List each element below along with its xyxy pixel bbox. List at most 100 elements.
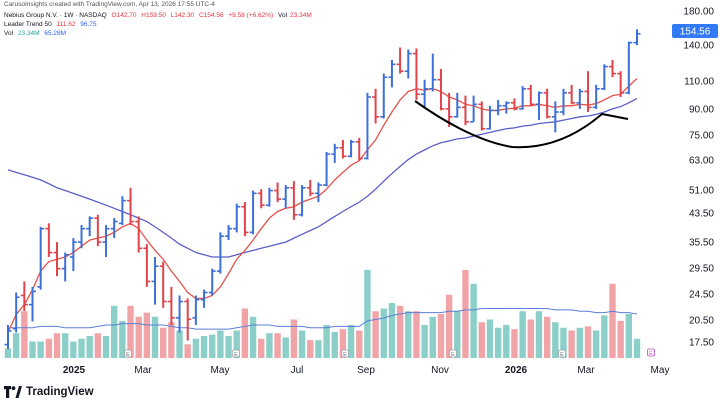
price-tick-label: 17.50 <box>689 338 714 349</box>
earnings-marker[interactable] <box>558 349 566 358</box>
volume-bar <box>143 312 151 358</box>
volume-bar <box>78 338 85 358</box>
ohlc-bar <box>355 137 363 161</box>
volume-bar <box>323 325 330 358</box>
volume-bar <box>217 330 224 358</box>
last-price-badge[interactable] <box>672 24 718 38</box>
volume-bar <box>168 322 175 358</box>
volume-bar <box>119 320 126 358</box>
volume-bar <box>225 336 232 358</box>
ohlc-bar <box>4 324 12 349</box>
volume-bar <box>315 340 322 358</box>
volume-bar <box>576 327 584 358</box>
volume-bar <box>282 337 289 358</box>
ohlc-bar <box>135 216 143 253</box>
tradingview-logo[interactable]: TradingView <box>4 386 94 398</box>
ohlc-bar <box>159 261 167 308</box>
leader-trend-legend[interactable]: Leader Trend 50 111.62 96.75 <box>4 21 100 28</box>
time-axis[interactable]: 2025 Mar May Jul Sep Nov 2026 Mar May <box>63 365 670 376</box>
volume-bar <box>364 270 371 358</box>
ohlc-bar <box>535 91 543 121</box>
time-tick-label: May <box>211 365 230 376</box>
volume-legend[interactable]: Vol 23.34M 65.28M <box>4 30 69 37</box>
volume-bar <box>388 303 396 358</box>
ohlc-bar <box>486 105 494 130</box>
volume-moving-average <box>8 308 638 330</box>
ohlc-bar <box>241 202 249 237</box>
ohlc-bar <box>233 203 241 233</box>
price-tick-label: 29.50 <box>689 264 714 275</box>
leader-trend-label: Leader Trend 50 <box>4 21 52 28</box>
ohlc-bar <box>527 84 535 106</box>
price-bars <box>4 29 641 349</box>
symbol-legend[interactable]: Nebius Group N.V. · 1W · NASDAQ O142.70 … <box>4 12 315 19</box>
price-tick-label: 43.50 <box>689 209 714 220</box>
ohlc-bar <box>225 225 233 241</box>
volume-bar <box>543 316 551 358</box>
ohlc-bar <box>143 244 151 287</box>
volume-bar <box>70 341 77 358</box>
earnings-marker[interactable] <box>232 349 240 358</box>
close-value: C154.56 <box>198 12 224 19</box>
volume-bar <box>535 311 543 358</box>
price-tick-label: 63.00 <box>689 156 714 167</box>
ohlc-bar <box>208 268 216 296</box>
volume-bar <box>421 325 428 358</box>
time-tick-label: Mar <box>577 365 595 376</box>
volume-current-value: 23.34M <box>17 30 40 37</box>
ohlc-bar <box>184 298 192 341</box>
ohlc-bar <box>69 238 77 272</box>
ohlc-bar <box>437 68 445 111</box>
volume-bar <box>135 316 142 358</box>
volume-bar <box>617 320 624 358</box>
volume-bar <box>241 308 249 358</box>
volume-bar <box>372 311 379 358</box>
volume-bar <box>37 341 44 358</box>
moving-average-lines <box>7 78 638 333</box>
volume-bars <box>4 270 641 358</box>
ohlc-bar <box>584 71 592 112</box>
earnings-marker[interactable] <box>341 349 349 358</box>
price-tick-label: 90.00 <box>689 105 714 116</box>
volume-bar <box>454 311 461 358</box>
earnings-marker-label: E <box>451 352 455 358</box>
volume-bar <box>413 311 420 358</box>
volume-bar <box>274 333 281 358</box>
price-tick-label: 140.00 <box>683 41 714 52</box>
change-value: +9.58 (+6.62%) <box>228 12 274 19</box>
upcoming-earnings-marker[interactable] <box>647 348 655 357</box>
ohlc-bar <box>339 139 347 159</box>
ohlc-bar <box>216 232 224 274</box>
volume-bar <box>192 338 200 358</box>
volume-bar <box>568 330 575 358</box>
ohlc-bar <box>388 59 396 88</box>
ohlc-bar <box>453 92 461 118</box>
low-value: L142.30 <box>170 12 195 19</box>
symbol-name: Nebius Group N.V. · 1W · NASDAQ <box>4 12 107 19</box>
volume-bar <box>486 319 494 358</box>
volume-bar <box>249 316 257 358</box>
volume-bar <box>94 333 102 358</box>
ohlc-bar <box>576 88 584 109</box>
ohlc-bar <box>331 143 339 163</box>
ohlc-bar <box>470 95 478 123</box>
volume-bar <box>519 311 526 358</box>
ohlc-bar <box>200 289 208 308</box>
ohlc-bar <box>633 29 641 46</box>
earnings-marker[interactable] <box>449 349 457 358</box>
earnings-marker-label: E <box>343 352 347 358</box>
ohlc-bar <box>608 59 616 78</box>
ohlc-bar <box>559 88 567 116</box>
ohlc-bar <box>102 225 110 257</box>
ohlc-bar <box>127 187 135 226</box>
ohlc-bar <box>37 226 45 290</box>
volume-bar <box>266 333 273 358</box>
earnings-marker[interactable] <box>124 349 132 358</box>
price-axis[interactable]: 180.00 140.00 110.00 90.00 75.00 63.00 51.00 43… <box>672 7 718 349</box>
volume-bar <box>445 294 453 358</box>
volume-bar <box>110 305 118 358</box>
volume-bar <box>258 338 265 358</box>
ohlc-bar <box>445 92 453 127</box>
